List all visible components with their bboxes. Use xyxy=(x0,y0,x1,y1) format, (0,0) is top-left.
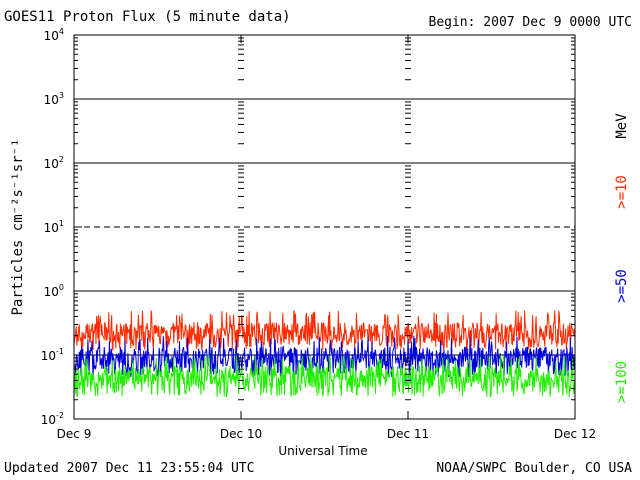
y-tick-labels: 10-2 10-1 100 101 102 103 104 xyxy=(41,27,64,427)
y-tick-label: 104 xyxy=(44,27,64,43)
legend-item: >=100 xyxy=(614,361,630,403)
plot-frame xyxy=(73,34,576,420)
unit-label: MeV xyxy=(614,113,630,139)
series-ge50 xyxy=(73,335,576,378)
legend-item: >=50 xyxy=(614,269,630,303)
legend-label: >=10 xyxy=(614,175,630,209)
legend-label: >=100 xyxy=(614,361,630,403)
y-tick-label: 10-2 xyxy=(41,411,64,427)
credit-text: NOAA/SWPC Boulder, CO USA xyxy=(436,461,632,476)
y-tick-label: 103 xyxy=(44,91,64,107)
x-tick-labels: Dec 9 Dec 10 Dec 11 Dec 12 xyxy=(57,427,596,441)
legend-label: >=50 xyxy=(614,269,630,303)
updated-time: Updated 2007 Dec 11 23:55:04 UTC xyxy=(4,461,255,476)
x-tick-label: Dec 11 xyxy=(387,427,429,441)
legend: >=10 >=50 >=100 MeV xyxy=(614,113,630,403)
legend-unit: MeV xyxy=(614,113,630,139)
begin-time: Begin: 2007 Dec 9 0000 UTC xyxy=(428,15,633,30)
x-tick-label: Dec 12 xyxy=(554,427,596,441)
y-tick-label: 101 xyxy=(44,219,64,235)
axis-ticks xyxy=(73,35,576,420)
x-axis-label: Universal Time xyxy=(278,444,367,458)
legend-item: >=10 xyxy=(614,175,630,209)
series-lines xyxy=(73,310,576,398)
chart-title: GOES11 Proton Flux (5 minute data) xyxy=(4,9,291,25)
y-tick-label: 100 xyxy=(44,283,64,299)
y-tick-label: 102 xyxy=(44,155,64,171)
y-tick-label: 10-1 xyxy=(41,347,64,363)
grid-lines xyxy=(74,98,575,356)
y-axis-label: Particles cm⁻²s⁻¹sr⁻¹ xyxy=(10,138,26,315)
series-ge10 xyxy=(73,310,576,352)
series-ge100 xyxy=(73,354,576,398)
x-tick-label: Dec 10 xyxy=(220,427,262,441)
x-tick-label: Dec 9 xyxy=(57,427,92,441)
